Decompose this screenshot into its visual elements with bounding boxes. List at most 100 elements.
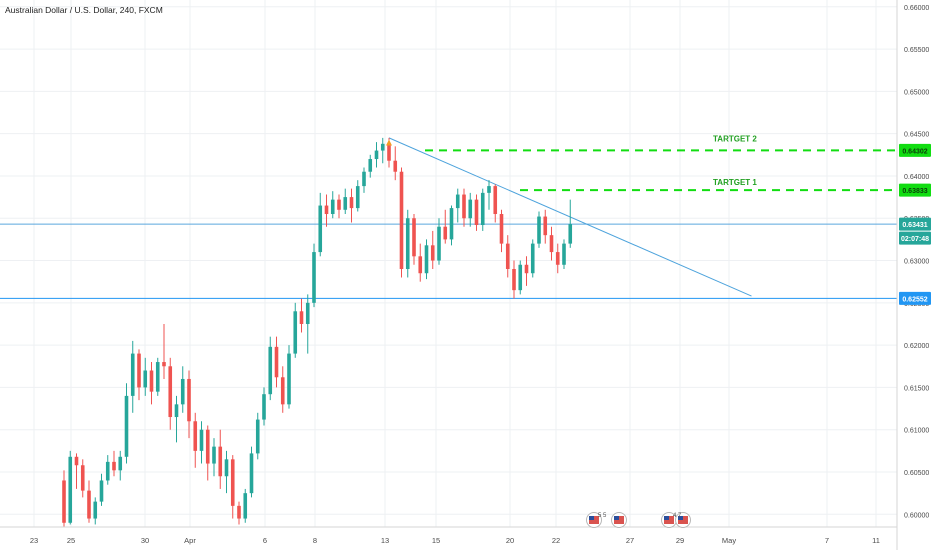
- x-tick-label: 7: [825, 536, 829, 545]
- candle-body: [87, 490, 91, 519]
- event-count-label: 5 5: [598, 513, 607, 519]
- candle-body: [380, 143, 385, 151]
- candle-body: [268, 346, 273, 395]
- candle-body: [324, 205, 329, 215]
- support-price-tag-bg: [899, 291, 931, 305]
- candle-body: [305, 302, 310, 324]
- candle-body: [318, 205, 323, 253]
- time-axis: 23 25 30 Apr 6 8 13 15 20 22 27 29 May 7 11: [0, 526, 897, 545]
- candle-body: [412, 218, 416, 257]
- candle-body: [243, 493, 248, 519]
- y-tick-label: 0.60500: [904, 470, 929, 477]
- candle-body: [355, 186, 360, 209]
- candle-body: [449, 208, 454, 240]
- candle-body: [437, 226, 441, 261]
- candle-body: [555, 252, 560, 265]
- candle-body: [224, 459, 229, 477]
- countdown-tag-bg: [899, 231, 931, 245]
- candle-body: [393, 160, 398, 172]
- candle-body: [180, 378, 185, 405]
- candle-body: [368, 159, 373, 172]
- flag-canton: [589, 516, 594, 520]
- candle-body: [218, 446, 223, 477]
- candle-body: [418, 256, 423, 274]
- candle-body: [174, 404, 179, 418]
- y-tick-label: 0.60000: [904, 512, 929, 519]
- current-price-tag-bg: [899, 217, 931, 231]
- candle-body: [549, 235, 554, 253]
- candle-body: [362, 171, 366, 187]
- y-tick-label: 0.65500: [904, 47, 929, 54]
- candle-body: [399, 171, 404, 269]
- candle-body: [99, 480, 104, 502]
- y-tick-label: 0.61500: [904, 385, 929, 392]
- event-flag-icon[interactable]: [675, 512, 691, 528]
- current-price-tag: 0.63431: [902, 222, 927, 229]
- x-tick-label: 25: [67, 536, 75, 545]
- candle-body: [230, 459, 235, 506]
- candle-body: [130, 353, 135, 396]
- x-tick-label: 22: [552, 536, 560, 545]
- candle-body: [518, 264, 523, 291]
- x-tick-label: May: [722, 536, 736, 545]
- event-count-label: 4 7: [673, 513, 682, 519]
- arrow-marker: [386, 139, 392, 146]
- candle-body: [155, 362, 160, 392]
- candle-body: [118, 456, 123, 471]
- flag-canton: [664, 516, 669, 520]
- candle-body: [343, 197, 348, 210]
- event-markers[interactable]: 5 5 4 7: [586, 512, 691, 528]
- flag-canton: [678, 516, 683, 520]
- candle-body: [62, 480, 66, 523]
- candle-body: [493, 186, 498, 215]
- y-tick-label: 0.63000: [904, 259, 929, 266]
- target1-price-tag: 0.63833: [902, 188, 927, 195]
- candle-body: [249, 453, 254, 494]
- candle-body: [537, 216, 541, 244]
- grid: [0, 0, 897, 527]
- event-flag-icon[interactable]: [586, 512, 602, 528]
- candle-body: [405, 218, 410, 269]
- candle-body: [337, 199, 341, 210]
- x-tick-label: 23: [30, 536, 38, 545]
- flag-canton: [614, 516, 619, 520]
- candle-body: [530, 243, 535, 274]
- candle-body: [474, 199, 479, 226]
- candle-body: [374, 150, 379, 160]
- x-tick-label: 29: [676, 536, 684, 545]
- x-tick-label: 11: [872, 536, 880, 545]
- candle-body: [349, 197, 354, 209]
- y-tick-label: 0.64000: [904, 174, 929, 181]
- x-tick-label: 13: [381, 536, 389, 545]
- candle-body: [455, 194, 460, 209]
- candle-body: [237, 505, 241, 519]
- candle-body: [443, 226, 448, 240]
- event-flag-icon[interactable]: [611, 512, 627, 528]
- candles: [62, 137, 573, 527]
- candle-body: [312, 252, 316, 303]
- candle-body: [480, 192, 485, 226]
- candle-body: [74, 456, 79, 466]
- y-tick-label: 0.65000: [904, 89, 929, 96]
- candle-body: [280, 377, 285, 405]
- candle-body: [68, 456, 73, 523]
- candle-body: [543, 216, 548, 236]
- candle-body: [187, 378, 191, 422]
- candle-body: [387, 143, 391, 161]
- candle-body: [112, 461, 116, 471]
- x-tick-label: 8: [313, 536, 317, 545]
- price-axis: 0.660000.655000.650000.645000.640000.635…: [896, 0, 929, 550]
- candle-body: [293, 311, 298, 354]
- candle-body: [162, 362, 166, 367]
- candle-body: [562, 243, 566, 265]
- candle-body: [149, 370, 154, 392]
- target1-label: TARTGET 1: [713, 178, 757, 187]
- x-tick-label: Apr: [184, 536, 196, 545]
- target2-price-tag: 0.64302: [902, 148, 927, 155]
- candle-body: [524, 264, 529, 274]
- target1-price-tag-bg: [899, 183, 931, 197]
- x-tick-label: 30: [141, 536, 149, 545]
- candle-body: [205, 429, 210, 464]
